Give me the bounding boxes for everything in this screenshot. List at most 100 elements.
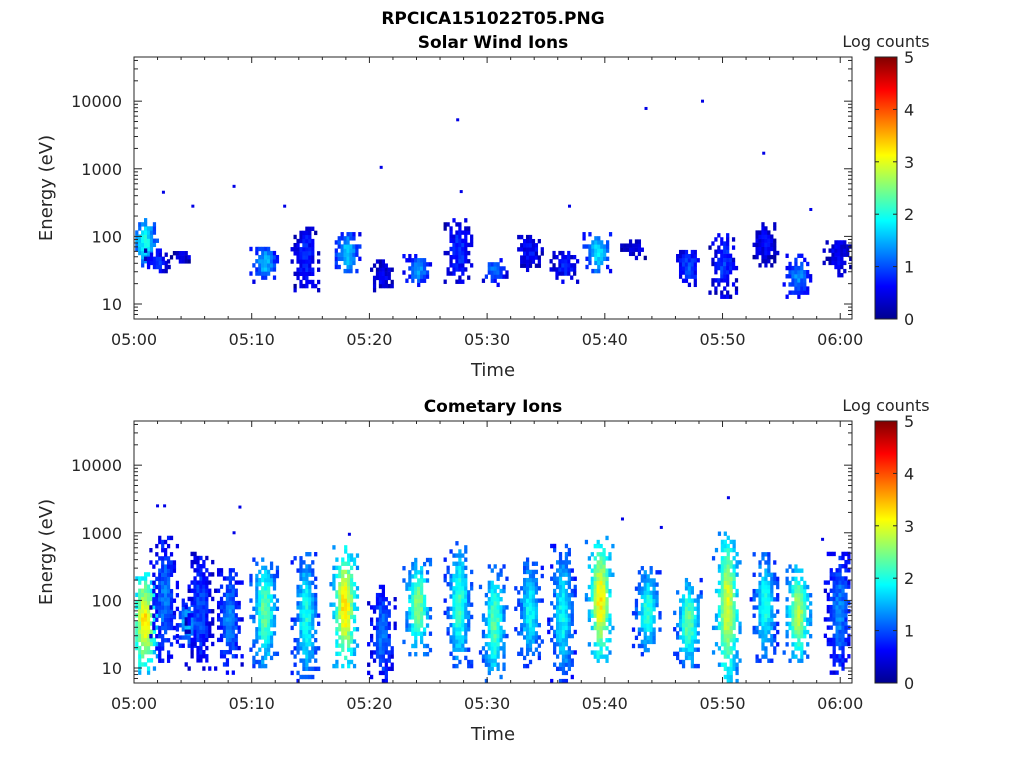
heatmap-cell xyxy=(767,568,771,573)
heatmap-cell xyxy=(258,635,262,640)
heatmap-cell xyxy=(172,564,177,569)
heatmap-cell xyxy=(161,580,165,586)
heatmap-cell xyxy=(428,557,433,563)
heatmap-cell xyxy=(649,635,653,641)
heatmap-cell xyxy=(138,246,142,252)
heatmap-cell xyxy=(696,639,700,644)
heatmap-cell xyxy=(841,564,845,569)
heatmap-cell xyxy=(414,594,418,600)
heatmap-cell xyxy=(640,619,644,624)
heatmap-cell xyxy=(338,573,342,579)
heatmap-cell xyxy=(690,274,694,279)
heatmap-cell xyxy=(146,584,151,589)
heatmap-cell xyxy=(838,588,842,593)
heatmap-cell xyxy=(594,268,598,274)
heatmap-cell xyxy=(164,576,168,582)
heatmap-cell xyxy=(414,258,418,263)
heatmap-cell xyxy=(335,651,339,657)
heatmap-cell xyxy=(785,580,789,586)
heatmap-cell xyxy=(846,244,850,249)
heatmap-cell xyxy=(841,637,845,643)
heatmap-cell xyxy=(496,605,500,610)
heatmap-cell xyxy=(149,246,154,252)
heatmap-cell xyxy=(758,633,762,639)
heatmap-cell xyxy=(841,662,845,667)
heatmap-cell xyxy=(493,262,497,267)
heatmap-cell xyxy=(487,605,491,610)
heatmap-cell xyxy=(443,250,447,256)
heatmap-cell xyxy=(225,588,230,593)
heatmap-cell xyxy=(834,256,838,262)
heatmap-cell xyxy=(761,242,765,248)
heatmap-cell xyxy=(299,279,303,285)
heatmap-cell xyxy=(493,601,497,606)
heatmap-cell xyxy=(252,639,256,644)
heatmap-cell xyxy=(146,604,151,610)
heatmap-cell xyxy=(547,629,551,635)
heatmap-cell xyxy=(567,254,571,260)
heatmap-cell xyxy=(225,662,230,667)
heatmap-cell xyxy=(838,568,842,573)
heatmap-cell xyxy=(537,598,541,603)
heatmap-cell xyxy=(487,642,491,647)
heatmap-cell xyxy=(255,582,259,587)
heatmap-cell xyxy=(655,590,659,595)
heatmap-cell xyxy=(458,582,462,587)
heatmap-cell xyxy=(564,560,569,565)
heatmap-cell xyxy=(161,256,165,262)
heatmap-cell xyxy=(205,621,209,626)
heatmap-cell xyxy=(832,596,836,602)
plot-area xyxy=(135,99,853,299)
heatmap-cell xyxy=(341,586,345,591)
heatmap-cell xyxy=(514,586,518,591)
heatmap-cell xyxy=(634,598,639,604)
heatmap-cell xyxy=(352,256,356,262)
heatmap-cell xyxy=(381,283,386,289)
heatmap-cell xyxy=(734,265,739,271)
heatmap-cell xyxy=(428,561,433,567)
heatmap-cell xyxy=(414,270,418,275)
heatmap-cell xyxy=(193,637,197,643)
heatmap-cell xyxy=(520,234,524,240)
heatmap-cell xyxy=(193,584,197,589)
heatmap-cell xyxy=(341,610,345,616)
heatmap-cell xyxy=(599,556,603,561)
heatmap-cell xyxy=(269,614,274,620)
heatmap-cell xyxy=(597,252,601,257)
heatmap-cell xyxy=(487,617,491,622)
heatmap-cell xyxy=(720,261,724,267)
heatmap-cell xyxy=(264,614,268,620)
heatmap-cell xyxy=(528,238,533,244)
heatmap-cell xyxy=(599,588,603,594)
heatmap-cell xyxy=(231,670,235,675)
heatmap-cell xyxy=(308,255,312,260)
heatmap-cell xyxy=(761,625,765,631)
heatmap-cell xyxy=(767,556,771,561)
heatmap-cell xyxy=(390,267,394,272)
heatmap-cell xyxy=(196,654,200,659)
heatmap-cell xyxy=(141,604,145,610)
heatmap-cell xyxy=(470,659,474,665)
heatmap-cell xyxy=(758,593,762,598)
heatmap-cell xyxy=(537,586,541,591)
heatmap-cell xyxy=(381,613,386,618)
heatmap-cell xyxy=(649,611,653,616)
heatmap-cell xyxy=(723,588,727,594)
heatmap-cell xyxy=(181,255,185,260)
heatmap-cell xyxy=(841,641,845,647)
heatmap-cell xyxy=(561,646,566,651)
heatmap-cell xyxy=(199,576,203,581)
heatmap-cell xyxy=(349,577,354,583)
heatmap-cell xyxy=(314,597,318,602)
heatmap-cell xyxy=(411,586,415,591)
heatmap-cell xyxy=(135,230,139,235)
heatmap-cell xyxy=(308,234,312,240)
heatmap-cell xyxy=(378,670,383,676)
heatmap-cell xyxy=(305,279,309,285)
heatmap-cell xyxy=(841,649,845,655)
colorbar-tick-label: 2 xyxy=(904,205,914,224)
heatmap-cell xyxy=(696,614,700,620)
heatmap-cell xyxy=(499,674,503,680)
heatmap-cell xyxy=(311,674,315,680)
heatmap-cell xyxy=(785,274,789,279)
